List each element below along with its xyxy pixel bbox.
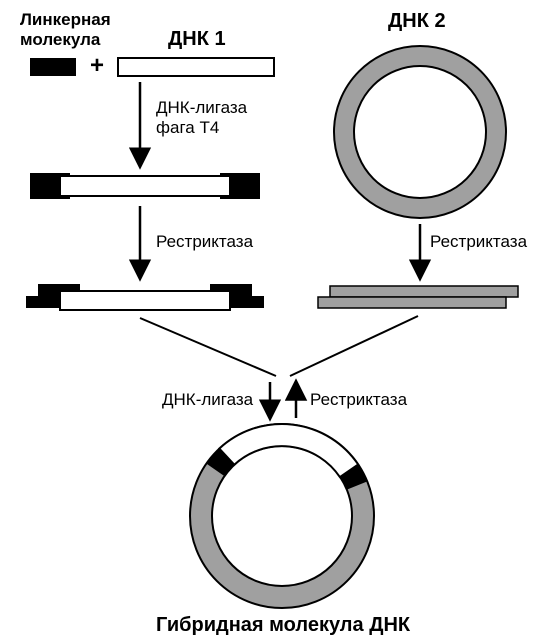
dna1-box bbox=[118, 58, 274, 76]
diagram-svg bbox=[0, 0, 550, 642]
linker-box bbox=[30, 58, 76, 76]
converge-l bbox=[140, 318, 276, 376]
ligated-body bbox=[60, 176, 230, 196]
plasmid-dna2 bbox=[334, 46, 506, 218]
converge-r bbox=[290, 316, 418, 376]
hybrid-plasmid bbox=[190, 424, 374, 608]
linear-plasmid bbox=[318, 286, 518, 308]
cut-linear-left bbox=[26, 284, 264, 310]
